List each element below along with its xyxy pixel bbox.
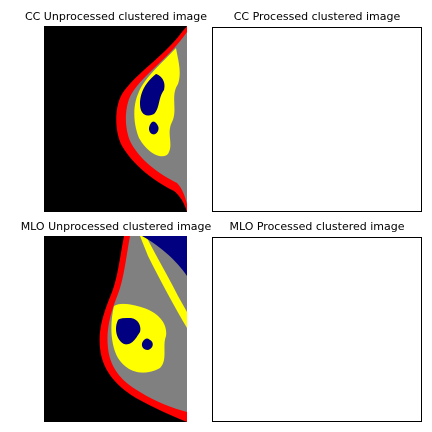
cc-processed-title: CC Processed clustered image (233, 10, 401, 23)
core-cluster-secondary (141, 338, 153, 350)
cc-unprocessed-clusters (44, 26, 187, 212)
mlo-unprocessed-image (44, 236, 187, 422)
cc-processed-image (212, 27, 422, 212)
mlo-unprocessed-title: MLO Unprocessed clustered image (20, 220, 212, 233)
mlo-processed-title: MLO Processed clustered image (229, 220, 405, 233)
mlo-unprocessed-clusters (44, 236, 187, 422)
core-cluster (116, 318, 141, 345)
cc-unprocessed-title: CC Unprocessed clustered image (24, 10, 208, 23)
core-cluster-secondary (149, 121, 159, 135)
mlo-processed-image (212, 237, 422, 422)
core-cluster (140, 74, 165, 116)
dense-cluster-pectoral (140, 236, 187, 328)
core-cluster-top (142, 236, 187, 276)
cc-unprocessed-image (44, 26, 187, 212)
